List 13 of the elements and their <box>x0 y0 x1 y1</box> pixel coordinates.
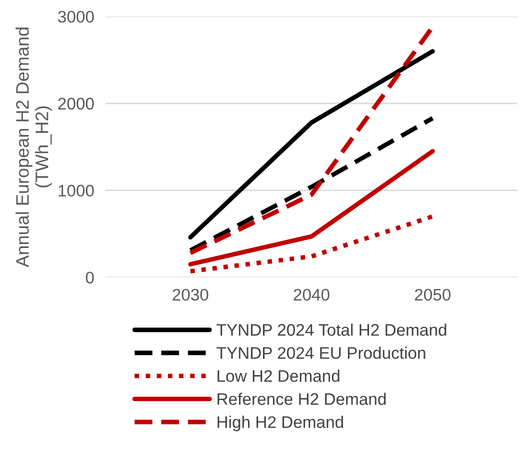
y-tick-label: 2000 <box>58 98 94 110</box>
y-axis-title: Annual European H2 Demand (TWh_H2) <box>16 28 52 268</box>
y-tick-label: 0 <box>86 272 94 284</box>
legend-label: High H2 Demand <box>218 416 344 432</box>
legend-label: TYNDP 2024 EU Production <box>216 346 426 359</box>
legend-label: TYNDP 2024 Total H2 Demand <box>216 324 446 336</box>
x-tick-label: 2040 <box>294 288 330 301</box>
x-tick-label: 2030 <box>172 288 208 301</box>
legend-label: Low H2 Demand <box>218 370 340 382</box>
x-tick-label: 2050 <box>414 288 451 301</box>
y-tick-label: 3000 <box>58 10 94 23</box>
legend-label: Reference H2 Demand <box>218 392 386 405</box>
y-tick-label: 1000 <box>58 184 94 197</box>
